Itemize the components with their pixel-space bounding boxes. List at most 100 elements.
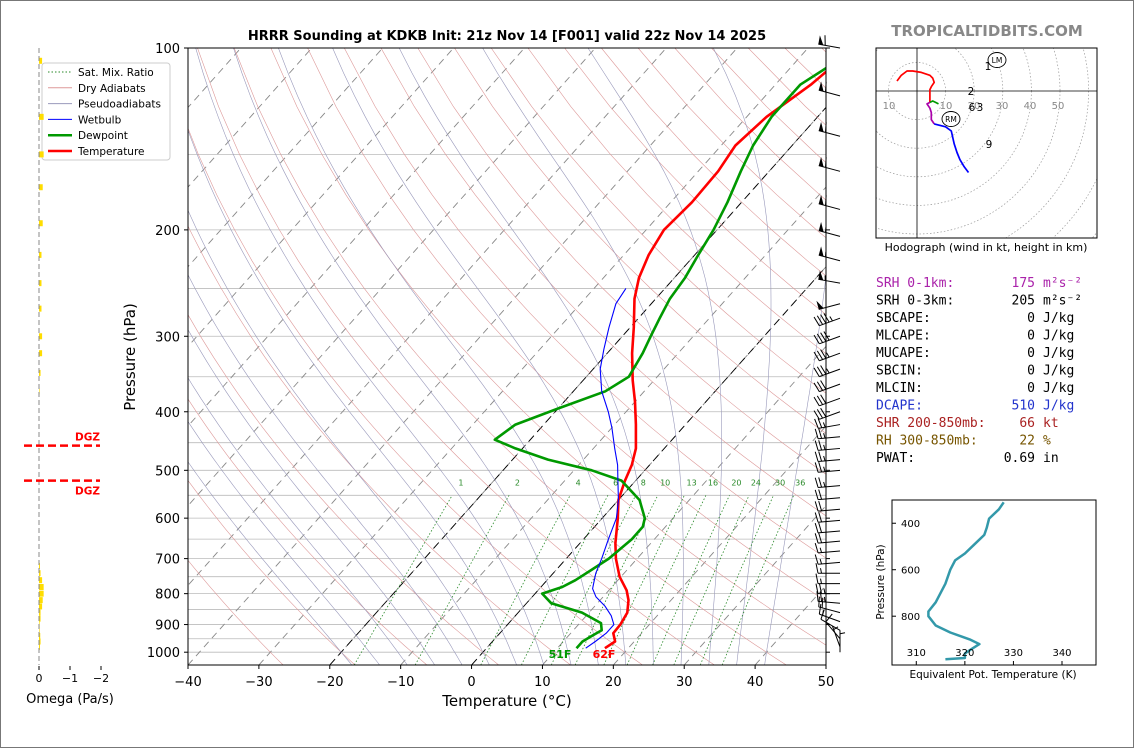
- theta-e-frame: [891, 499, 1097, 666]
- wind-barb-shaft: [818, 459, 841, 463]
- wind-barb-flag: [816, 591, 819, 602]
- hodograph: 10 10 20 30 40 50 LM RM 1 236 9 Hodograph (wind in…: [875, 47, 1098, 254]
- wind-barb-half-flag: [819, 547, 823, 553]
- omega-bar: [39, 184, 43, 191]
- mixing-ratio-label: 24: [751, 479, 761, 488]
- wind-barb-flag: [816, 409, 824, 419]
- wind-barb: [814, 489, 841, 501]
- dry-adiabat-line: [454, 48, 826, 434]
- wind-barb: [818, 596, 841, 614]
- wind-barb-half-flag: [833, 626, 839, 630]
- wind-barb: [820, 609, 841, 631]
- wind-barb-flag: [820, 332, 827, 342]
- wind-barb-flag: [814, 428, 819, 439]
- wind-barb-flag: [816, 333, 824, 343]
- wind-barb-shaft: [818, 165, 841, 172]
- wind-barb-half-flag: [826, 368, 830, 374]
- omega-ticks: 0 −1 −2: [36, 666, 109, 685]
- index-unit: J/kg: [1043, 364, 1074, 379]
- index-value: 66: [1019, 416, 1035, 431]
- omega-bar: [39, 643, 40, 650]
- wind-barb-half-flag: [829, 316, 833, 322]
- wind-barb-half-flag: [823, 466, 826, 472]
- wind-barb-flag: [814, 477, 819, 488]
- hodograph-height-label: 3: [977, 102, 984, 114]
- mixing-ratio-line: [699, 495, 774, 665]
- legend-entry: Sat. Mix. Ratio: [78, 67, 154, 79]
- pseudoadiabat-line: [233, 48, 572, 665]
- mixing-ratio-label: 10: [660, 479, 670, 488]
- wind-barb: [818, 156, 841, 172]
- wind-barb-pennant: [818, 246, 824, 257]
- hodograph-height-label: 1: [985, 61, 992, 73]
- dry-adiabat-line: [490, 48, 826, 394]
- wind-barb-flag: [823, 313, 830, 323]
- wind-barb-flag: [814, 522, 819, 534]
- omega-bar: [39, 305, 42, 312]
- wind-barb-shaft: [818, 485, 841, 489]
- dry-adiabat-line: [307, 48, 826, 602]
- x-tick-label: 20: [605, 675, 622, 690]
- omega-bar: [39, 220, 43, 227]
- wind-barb-flag: [816, 350, 824, 360]
- wind-barb: [814, 522, 841, 534]
- wind-barb-flag: [818, 522, 823, 533]
- wind-barb-shaft: [818, 561, 841, 565]
- legend-entry: Pseudoadiabats: [78, 99, 161, 111]
- wind-barb: [813, 331, 841, 345]
- omega-bar: [39, 251, 42, 258]
- omega-tick-label: 0: [36, 672, 43, 685]
- index-unit: J/kg: [1043, 311, 1074, 326]
- wind-barb: [815, 573, 840, 585]
- index-unit: in: [1043, 451, 1059, 466]
- chart-title: HRRR Sounding at KDKB Init: 21z Nov 14 […: [248, 29, 766, 44]
- index-unit: J/kg: [1043, 346, 1074, 361]
- dry-adiabat-line: [270, 48, 826, 646]
- hodograph-ring-label: 50: [1052, 101, 1065, 112]
- pseudoadiabat-line: [188, 274, 463, 665]
- theta-e-y-tick-label: 400: [901, 519, 920, 530]
- hodograph-ring-label: 20: [968, 101, 981, 112]
- wind-barb-shaft: [818, 424, 841, 429]
- index-unit: m²s⁻²: [1043, 294, 1082, 309]
- wind-barb-half-flag: [819, 558, 823, 565]
- wind-barb-flag: [818, 451, 823, 462]
- index-label: MUCAPE:: [876, 346, 931, 361]
- index-label: RH 300-850mb:: [876, 434, 978, 449]
- wind-barb: [818, 270, 841, 284]
- wind-barb-shaft: [818, 230, 841, 237]
- wind-barb: [813, 394, 841, 407]
- hodograph-height-label: 9: [986, 139, 993, 151]
- isotherm-line: [612, 425, 826, 665]
- wind-barb: [818, 246, 841, 262]
- pseudoadiabat-line: [188, 209, 490, 665]
- wind-barb: [814, 462, 841, 473]
- index-unit: m²s⁻²: [1043, 276, 1082, 291]
- omega-bar: [39, 113, 44, 120]
- wind-barb-half-flag: [826, 352, 830, 358]
- wind-barb-flag: [820, 349, 827, 359]
- wind-barb-pennant: [818, 35, 824, 46]
- index-unit: J/kg: [1043, 329, 1074, 344]
- theta-e-profile: [927, 501, 1005, 661]
- wind-barb-flag: [814, 451, 819, 462]
- x-tick-label: −30: [245, 675, 272, 690]
- x-tick-label: 0: [467, 675, 475, 690]
- mixing-ratio-label: 36: [795, 479, 805, 488]
- isotherm-line: [0, 48, 28, 665]
- wind-barb-shaft: [818, 303, 841, 310]
- omega-bar: [39, 570, 41, 577]
- wind-barb-flag: [813, 351, 820, 361]
- index-value: 0: [1027, 311, 1035, 326]
- wind-barb-shaft: [819, 397, 841, 407]
- wind-barb-half-flag: [820, 568, 822, 574]
- skewt-legend: Sat. Mix. Ratio Dry Adiabats Pseudoadiabat…: [41, 62, 171, 161]
- index-value: 0: [1027, 364, 1035, 379]
- wind-barb-flag: [818, 428, 823, 439]
- wind-barb-half-flag: [839, 632, 846, 635]
- mixing-ratio-label: 4: [576, 479, 581, 488]
- hodograph-segment: [896, 70, 936, 103]
- temperature-profile-line: [604, 70, 826, 650]
- wind-barb: [818, 221, 841, 237]
- wind-barb-flag: [823, 331, 830, 341]
